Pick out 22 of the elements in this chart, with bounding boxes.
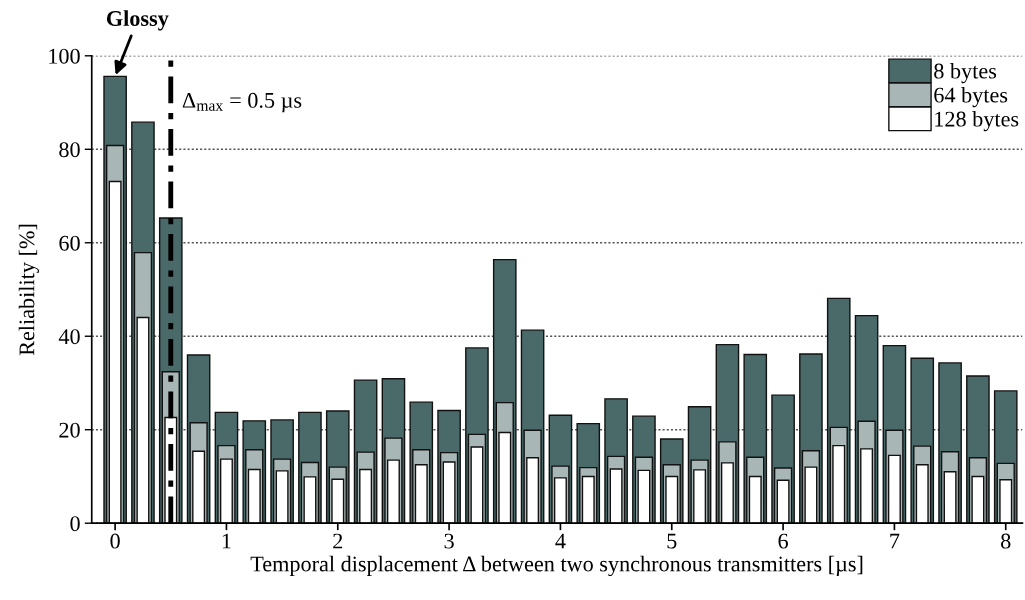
x-tick-label: 0 [110, 533, 120, 549]
y-tick-label: 40 [58, 329, 80, 345]
x-tick-label: 5 [667, 533, 677, 549]
x-tick-label: 4 [555, 533, 566, 549]
y-axis-title: Reliability [%] [18, 224, 39, 356]
y-tick-label: 60 [59, 235, 80, 251]
y-tick-label: 80 [59, 142, 80, 158]
ref-line-label: Δ$_{max}$ = 0.5 µs [182, 92, 302, 113]
x-axis-title: Temporal displacement Δ between two synchronous transmitters [µs] [250, 555, 863, 577]
annotation: Glossy [106, 10, 169, 31]
x-tick-label: 7 [890, 533, 900, 549]
x-tick-label: 8 [1001, 533, 1011, 549]
legend-label: 8 bytes [934, 62, 997, 84]
x-tick-label: 2 [333, 533, 343, 549]
legend-label: 128 bytes [935, 110, 1019, 132]
x-tick-label: 1 [222, 533, 231, 549]
y-tick-label: 0 [70, 516, 80, 532]
x-tick-label: 6 [778, 533, 788, 549]
x-tick-label: 3 [444, 533, 454, 549]
y-tick-label: 100 [49, 48, 80, 64]
legend-label: 64 bytes [934, 86, 1008, 108]
y-tick-label: 20 [59, 422, 80, 438]
